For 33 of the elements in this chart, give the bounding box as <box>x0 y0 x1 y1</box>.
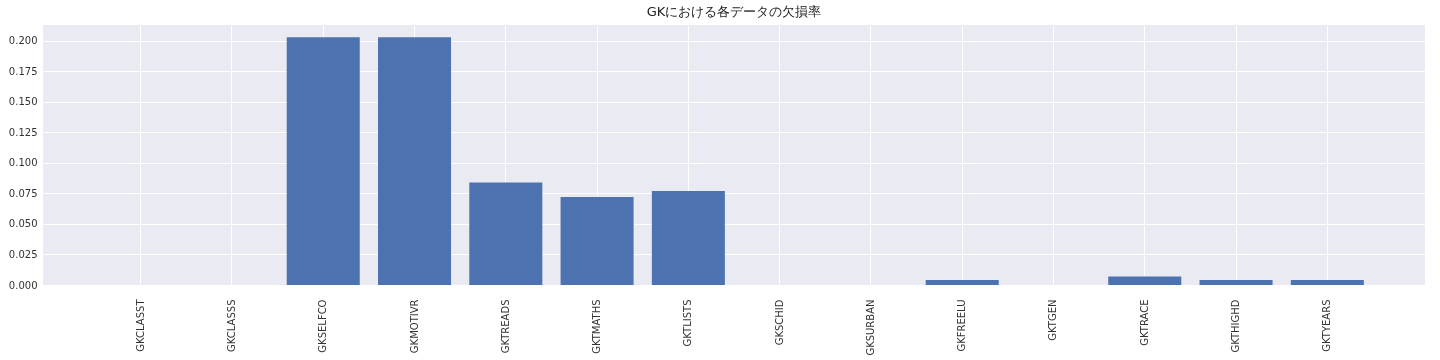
bar <box>469 182 543 285</box>
x-tick-label: GKSCHID <box>773 299 785 346</box>
bar <box>1290 280 1364 285</box>
bar <box>560 197 634 285</box>
x-tick-label: GKCLASST <box>134 298 146 352</box>
x-tick-label: GKTYEARS <box>1321 299 1333 352</box>
bar <box>378 37 452 285</box>
x-tick-label: GKTGEN <box>1047 299 1059 341</box>
bar <box>651 191 725 285</box>
x-tick-label: GKTLISTS <box>682 299 694 347</box>
bar <box>1108 276 1182 285</box>
x-tick-label: GKFREELU <box>956 299 968 352</box>
x-tick-label: GKMOTIVR <box>408 299 420 354</box>
y-tick-label: 0.000 <box>8 279 38 291</box>
chart-title: GKにおける各データの欠損率 <box>646 4 822 19</box>
y-tick-label: 0.125 <box>8 126 38 138</box>
x-tick-label: GKSURBAN <box>864 299 876 356</box>
y-tick-label: 0.100 <box>8 157 38 169</box>
bar <box>925 280 999 285</box>
y-tick-label: 0.175 <box>8 65 38 77</box>
x-tick-label: GKTHIGHD <box>1230 299 1242 353</box>
x-tick-label: GKTRACE <box>1138 299 1150 346</box>
y-tick-label: 0.050 <box>8 218 38 230</box>
y-tick-label: 0.025 <box>8 248 38 260</box>
x-tick-label: GKSELFCO <box>317 299 329 353</box>
x-tick-label: GKTMATHS <box>591 299 603 354</box>
y-tick-label: 0.075 <box>8 187 38 199</box>
x-tick-label: GKTREADS <box>499 299 511 354</box>
y-tick-label: 0.200 <box>8 35 38 47</box>
x-tick-label: GKCLASSS <box>225 299 237 352</box>
y-tick-label: 0.150 <box>8 96 38 108</box>
bar <box>286 37 360 285</box>
bar <box>1199 280 1273 285</box>
